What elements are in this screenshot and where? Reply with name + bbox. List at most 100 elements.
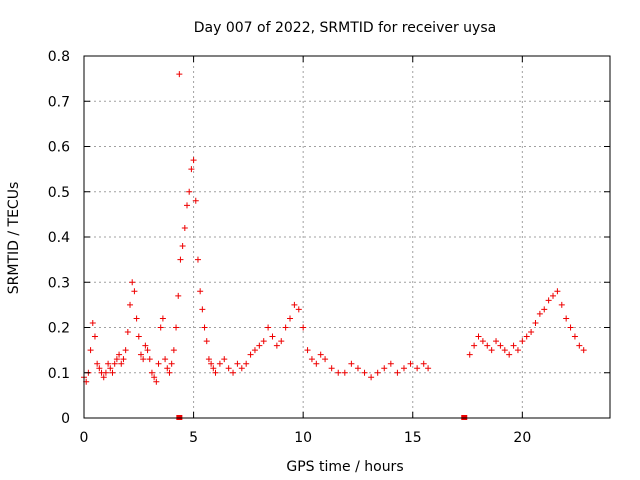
y-axis-label: SRMTID / TECUs	[6, 182, 22, 295]
data-point	[528, 329, 535, 336]
data-point	[317, 351, 324, 358]
data-point	[287, 315, 294, 322]
data-point	[144, 347, 151, 354]
data-point	[173, 324, 180, 331]
chart-title: Day 007 of 2022, SRMTID for receiver uys…	[194, 20, 496, 36]
data-point	[127, 301, 134, 308]
data-point	[113, 356, 120, 363]
data-point	[168, 360, 175, 367]
data-point	[247, 351, 254, 358]
data-point	[234, 360, 241, 367]
x-tick-label: 15	[404, 430, 422, 446]
data-point	[188, 166, 195, 173]
data-point	[194, 256, 201, 263]
y-tick-label: 0.3	[48, 275, 70, 291]
data-point	[471, 342, 478, 349]
data-point	[212, 369, 219, 376]
data-point	[558, 301, 565, 308]
data-point	[563, 315, 570, 322]
data-point	[256, 342, 263, 349]
data-point	[328, 365, 335, 372]
x-tick-label: 5	[189, 430, 198, 446]
x-axis-ticks: 0 5 10 15 20	[80, 56, 531, 446]
data-point	[203, 338, 210, 345]
data-point	[109, 369, 116, 376]
data-point	[278, 338, 285, 345]
data-point	[291, 301, 298, 308]
data-point	[91, 333, 98, 340]
data-point	[501, 347, 508, 354]
data-point	[354, 365, 361, 372]
data-point	[407, 360, 414, 367]
y-axis-ticks: 0 0.1 0.2 0.3 0.4 0.5 0.6 0.7 0.8	[48, 49, 610, 427]
data-point	[300, 324, 307, 331]
data-point	[368, 374, 375, 381]
data-point	[576, 342, 583, 349]
data-point	[116, 351, 123, 358]
data-point	[105, 360, 112, 367]
data-point	[400, 365, 407, 372]
data-point	[484, 342, 491, 349]
data-point	[510, 342, 517, 349]
data-point	[162, 356, 169, 363]
data-points	[81, 71, 587, 420]
data-point	[475, 333, 482, 340]
data-point	[157, 324, 164, 331]
data-point	[142, 342, 149, 349]
data-point	[269, 333, 276, 340]
y-tick-label: 0.8	[48, 49, 70, 65]
data-point	[129, 279, 136, 286]
data-point	[238, 365, 245, 372]
data-point	[536, 310, 543, 317]
data-point	[348, 360, 355, 367]
data-point	[514, 347, 521, 354]
y-tick-label: 0.2	[48, 321, 70, 337]
data-point	[197, 288, 204, 295]
data-point	[179, 243, 186, 250]
data-point	[466, 351, 473, 358]
data-point	[210, 365, 217, 372]
data-point	[164, 365, 171, 372]
data-point	[295, 306, 302, 313]
data-point	[181, 224, 188, 231]
data-point	[394, 369, 401, 376]
data-point	[550, 292, 557, 299]
data-point	[497, 342, 504, 349]
data-point	[96, 365, 103, 372]
data-point	[273, 342, 280, 349]
data-point	[124, 329, 131, 336]
data-point	[506, 351, 513, 358]
data-point	[118, 360, 125, 367]
data-point	[243, 360, 250, 367]
data-point	[186, 188, 193, 195]
data-point	[221, 356, 228, 363]
data-point	[135, 333, 142, 340]
data-point	[175, 292, 182, 299]
data-point	[100, 374, 107, 381]
data-point	[230, 369, 237, 376]
data-point	[133, 315, 140, 322]
data-point	[341, 369, 348, 376]
data-point	[361, 369, 368, 376]
data-point	[545, 297, 552, 304]
data-point	[225, 365, 232, 372]
data-point	[282, 324, 289, 331]
data-point	[137, 351, 144, 358]
grid	[84, 56, 610, 418]
data-point	[146, 356, 153, 363]
data-point	[205, 356, 212, 363]
data-point	[313, 360, 320, 367]
data-point	[260, 338, 267, 345]
data-point	[216, 360, 223, 367]
data-point	[567, 324, 574, 331]
data-point	[420, 360, 427, 367]
x-tick-label: 10	[294, 430, 312, 446]
data-point	[308, 356, 315, 363]
data-point	[111, 360, 118, 367]
data-point	[170, 347, 177, 354]
data-point	[414, 365, 421, 372]
y-tick-label: 0	[61, 411, 70, 427]
data-point	[107, 365, 114, 372]
